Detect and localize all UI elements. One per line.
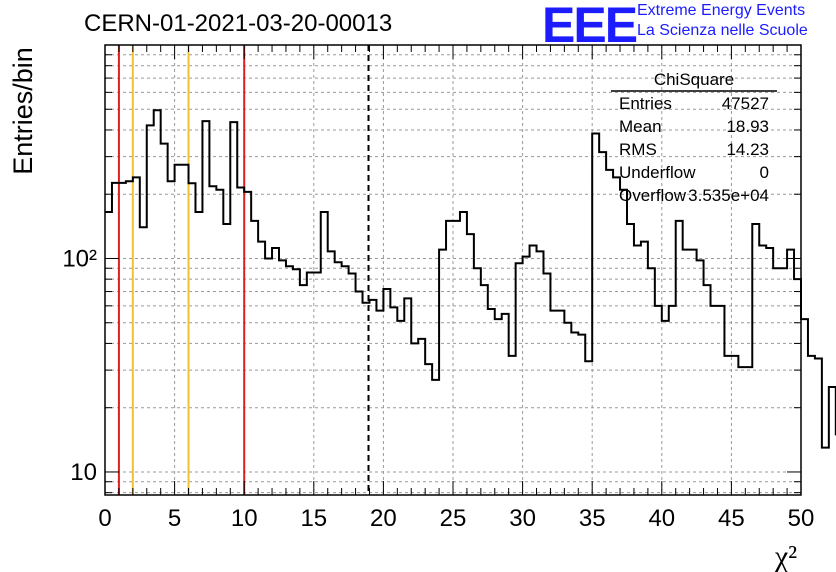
x-axis-label: χ² — [774, 540, 797, 572]
x-tick-label: 5 — [168, 505, 181, 532]
run-title: CERN-01-2021-03-20-00013 — [84, 10, 393, 37]
y-tick-label: 10² — [62, 245, 97, 272]
stats-value: 14.23 — [726, 140, 769, 159]
x-tick-label: 40 — [648, 505, 675, 532]
axis-ticks — [104, 45, 802, 495]
grid-lines — [105, 45, 801, 495]
stats-value: 47527 — [722, 94, 769, 113]
stats-value: 18.93 — [726, 117, 769, 136]
reference-lines — [117, 45, 370, 495]
eee-logo: EEE — [542, 0, 638, 53]
stats-value: 0 — [760, 163, 769, 182]
x-tick-label: 15 — [300, 505, 327, 532]
stats-label: Underflow — [619, 163, 696, 182]
stats-title: ChiSquare — [654, 70, 734, 89]
stats-label: RMS — [619, 140, 657, 159]
stats-label: Entries — [619, 94, 672, 113]
logo-line-2: La Scienza nelle Scuole — [637, 22, 808, 39]
stats-label: Overflow — [619, 186, 687, 205]
tick-labels: 0 5 10 15 20 25 30 35 40 45 50 10 10² — [62, 245, 814, 532]
x-tick-label: 50 — [788, 505, 815, 532]
x-tick-label: 10 — [231, 505, 258, 532]
x-tick-label: 25 — [440, 505, 467, 532]
logo-line-1: Extreme Energy Events — [637, 2, 806, 19]
x-tick-label: 45 — [718, 505, 745, 532]
stats-box: ChiSquare Entries 47527 Mean 18.93 RMS 14.23 U… — [611, 70, 777, 205]
x-tick-label: 20 — [370, 505, 397, 532]
x-tick-label: 0 — [98, 505, 111, 532]
stats-label: Mean — [619, 117, 662, 136]
histogram-series — [105, 109, 836, 449]
y-tick-label: 10 — [70, 459, 97, 486]
stats-value: 3.535e+04 — [688, 186, 769, 205]
x-tick-label: 35 — [579, 505, 606, 532]
x-tick-label: 30 — [509, 505, 536, 532]
